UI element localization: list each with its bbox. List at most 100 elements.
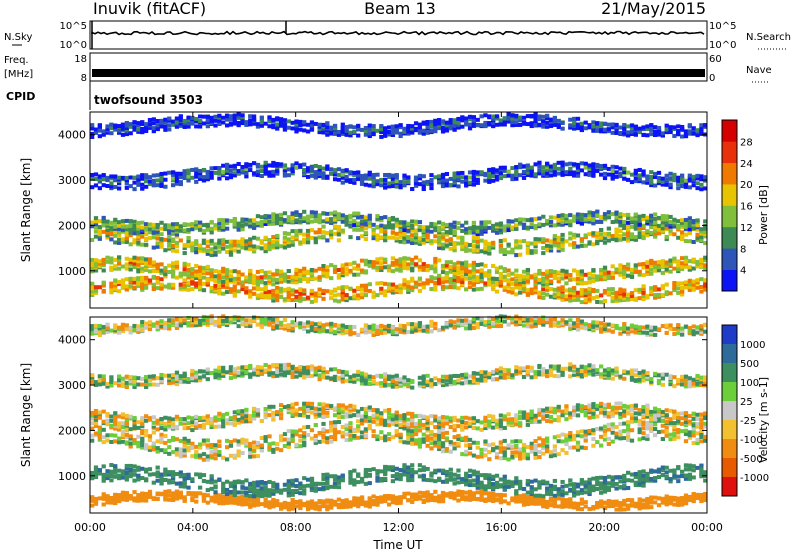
- range-gate-cell: [321, 264, 326, 269]
- range-gate-cell: [687, 467, 692, 472]
- range-gate-cell: [367, 176, 372, 181]
- range-gate-cell: [147, 260, 153, 265]
- range-gate-cell: [197, 119, 203, 124]
- range-gate-cell: [186, 275, 191, 280]
- range-gate-cell: [290, 120, 295, 125]
- range-gate-cell: [336, 299, 342, 304]
- range-gate-cell: [687, 463, 692, 468]
- range-gate-cell: [348, 262, 353, 267]
- range-gate-cell: [290, 274, 295, 279]
- range-gate-cell: [537, 277, 542, 282]
- range-gate-cell: [622, 473, 627, 478]
- range-gate-cell: [194, 241, 199, 246]
- range-gate-cell: [251, 249, 257, 254]
- range-gate-cell: [379, 495, 384, 500]
- range-gate-cell: [498, 246, 504, 251]
- range-gate-cell: [205, 264, 210, 269]
- range-gate-cell: [579, 161, 584, 166]
- range-gate-cell: [186, 121, 191, 126]
- range-gate-cell: [552, 115, 558, 120]
- range-gate-cell: [348, 235, 353, 240]
- range-gate-cell: [313, 486, 318, 491]
- range-gate-cell: [325, 238, 330, 243]
- range-gate-cell: [533, 282, 538, 287]
- range-gate-cell: [190, 227, 195, 232]
- range-gate-cell: [128, 284, 133, 289]
- range-gate-cell: [186, 273, 191, 278]
- range-gate-cell: [421, 183, 426, 188]
- range-gate-cell: [97, 225, 102, 230]
- range-gate-cell: [383, 265, 388, 270]
- range-gate-cell: [371, 236, 376, 241]
- range-gate-cell: [541, 291, 546, 296]
- range-gate-cell: [541, 237, 546, 242]
- range-gate-cell: [548, 287, 554, 292]
- range-gate-cell: [101, 502, 106, 507]
- range-gate-cell: [606, 122, 611, 127]
- range-gate-cell: [653, 295, 658, 300]
- range-gate-cell: [456, 468, 461, 473]
- range-gate-cell: [167, 270, 172, 274]
- range-gate-cell: [383, 133, 388, 138]
- range-gate-cell: [599, 232, 604, 237]
- range-gate-cell: [425, 130, 430, 135]
- range-gate-cell: [417, 239, 423, 244]
- range-gate-cell: [471, 248, 477, 253]
- power-data-cells: [90, 112, 708, 305]
- range-gate-cell: [363, 176, 369, 181]
- range-gate-cell: [224, 166, 230, 171]
- range-gate-cell: [452, 245, 457, 250]
- range-gate-cell: [313, 175, 318, 180]
- range-gate-cell: [629, 131, 635, 136]
- range-gate-cell: [383, 173, 388, 177]
- range-gate-cell: [444, 273, 450, 278]
- range-gate-cell: [429, 493, 434, 498]
- range-gate-cell: [664, 217, 669, 222]
- range-gate-cell: [680, 134, 685, 139]
- range-gate-cell: [182, 283, 187, 288]
- range-gate-cell: [649, 271, 654, 276]
- range-gate-cell: [599, 167, 604, 172]
- range-gate-cell: [197, 485, 203, 490]
- range-gate-cell: [290, 292, 295, 297]
- range-gate-cell: [599, 490, 604, 495]
- range-gate-cell: [402, 183, 407, 188]
- range-gate-cell: [116, 473, 122, 478]
- range-gate-cell: [656, 178, 662, 183]
- range-gate-cell: [406, 266, 411, 271]
- range-gate-cell: [568, 482, 573, 487]
- range-gate-cell: [606, 166, 611, 171]
- range-gate-cell: [367, 472, 372, 477]
- range-gate-cell: [286, 286, 291, 291]
- range-gate-cell: [533, 226, 538, 231]
- range-gate-cell: [602, 231, 608, 236]
- range-gate-cell: [552, 292, 558, 297]
- range-gate-cell: [267, 289, 272, 294]
- range-gate-cell: [356, 286, 361, 290]
- range-gate-cell: [128, 242, 133, 247]
- range-gate-cell: [383, 476, 388, 481]
- range-gate-cell: [116, 124, 122, 129]
- range-gate-cell: [695, 285, 700, 290]
- range-gate-cell: [437, 118, 442, 123]
- range-gate-cell: [475, 177, 480, 182]
- range-gate-cell: [313, 236, 318, 241]
- range-gate-cell: [521, 222, 527, 227]
- range-gate-cell: [352, 272, 357, 277]
- range-gate-cell: [591, 171, 596, 176]
- range-gate-cell: [533, 478, 538, 483]
- range-gate-cell: [93, 431, 99, 436]
- range-gate-cell: [340, 172, 345, 177]
- range-gate-cell: [637, 497, 642, 502]
- range-gate-cell: [259, 215, 264, 220]
- range-gate-cell: [263, 246, 268, 251]
- range-gate-cell: [498, 165, 504, 170]
- range-gate-cell: [456, 241, 461, 246]
- range-gate-cell: [205, 226, 210, 231]
- range-gate-cell: [251, 117, 257, 122]
- range-gate-cell: [653, 500, 658, 505]
- range-gate-cell: [641, 216, 646, 221]
- range-gate-cell: [421, 498, 426, 503]
- range-gate-cell: [197, 271, 203, 276]
- range-gate-cell: [325, 132, 330, 137]
